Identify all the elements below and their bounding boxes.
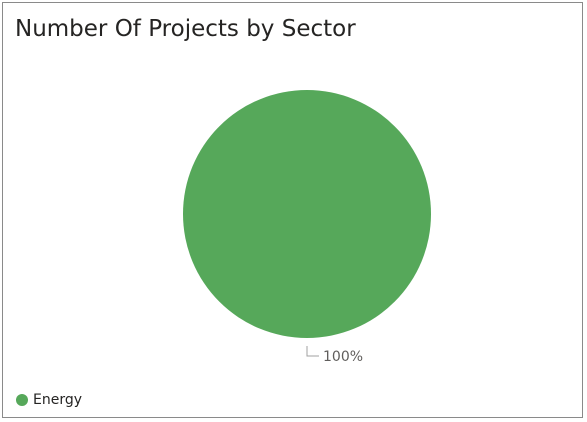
pie-slice-energy[interactable]: [183, 90, 431, 338]
legend-swatch-energy: [16, 394, 28, 406]
legend: Energy: [16, 392, 82, 408]
chart-title: Number Of Projects by Sector: [15, 16, 356, 42]
legend-label-energy: Energy: [33, 392, 83, 408]
data-label-leader-energy: [306, 346, 319, 357]
data-label-energy: 100%: [323, 349, 363, 365]
